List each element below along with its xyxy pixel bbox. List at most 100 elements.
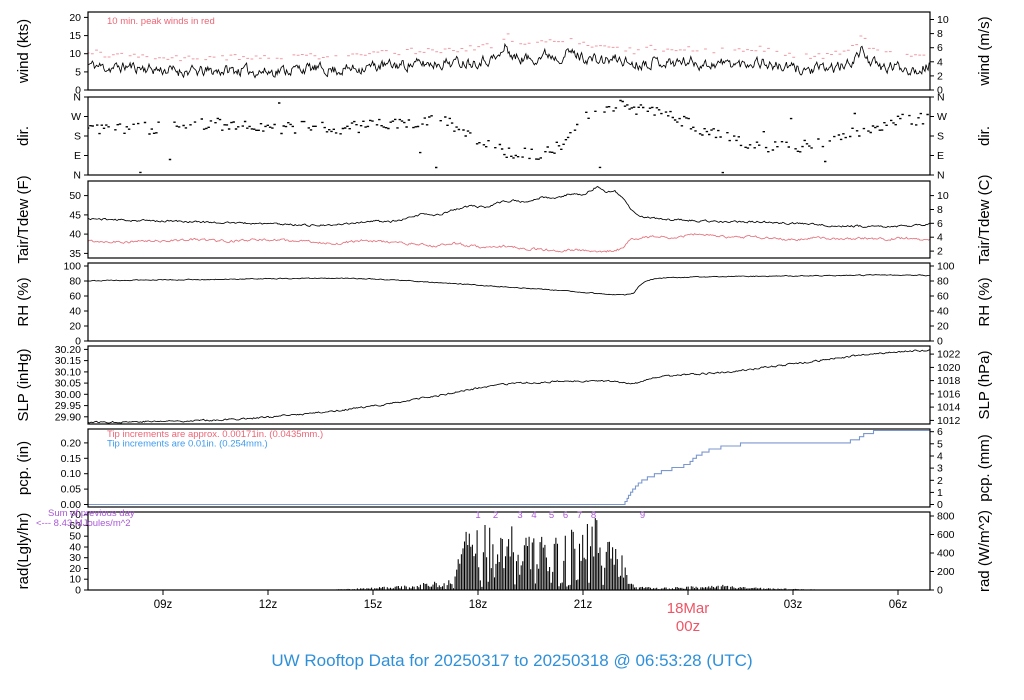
wind-right-tick-label: 6: [937, 42, 943, 54]
wind-left-tick-label: 0: [75, 85, 81, 97]
tair-right-tick-label: 6: [937, 218, 943, 230]
slp-left-axis-title: SLP (inHg): [15, 348, 32, 421]
x-axis-tick-label: 09z: [154, 599, 173, 611]
tip-number: 8: [591, 510, 596, 521]
wind-right-tick-label: 4: [937, 56, 943, 68]
x-axis-tick-label: 18z: [469, 599, 488, 611]
wind-left-tick-label: 5: [75, 66, 81, 78]
slp-right-tick-label: 1014: [937, 402, 961, 414]
rh-left-tick-label: 20: [69, 321, 81, 333]
series-rad: [330, 518, 833, 590]
series-dir_scatter: [88, 99, 929, 174]
tair-left-axis-title: Tair/Tdew (F): [15, 175, 32, 263]
rad-frame: [87, 511, 931, 591]
rh-series-layer: [88, 274, 930, 296]
slp-left-tick-label: 29.90: [55, 411, 81, 423]
tip-number: 6: [563, 510, 568, 521]
slp-left-tick-label: 30.00: [55, 389, 81, 401]
wind-right-tick-label: 8: [937, 28, 943, 40]
rh-left-tick-label: 60: [69, 291, 81, 303]
rad-series-layer: [330, 518, 833, 590]
rh-left-tick-label: 100: [63, 261, 81, 273]
slp-left-tick-label: 30.10: [55, 366, 81, 378]
tair-left-tick-label: 35: [69, 248, 81, 260]
tip-number: 3: [517, 510, 522, 521]
tair-left-tick-label: 50: [69, 190, 81, 202]
rh-left-axis-title: RH (%): [15, 277, 32, 326]
tair-right-tick-label: 4: [937, 232, 943, 244]
rad-right-tick-label: 0: [937, 585, 943, 597]
tip-number: 7: [577, 510, 582, 521]
rad-right-tick-label: 800: [937, 511, 955, 523]
rad-left-tick-label: 70: [69, 509, 81, 521]
tair-right-axis-title: Tair/Tdew (C): [976, 174, 993, 264]
rad-left-axis-title: rad(Lgly/hr): [15, 513, 32, 590]
slp-frame: [87, 345, 931, 425]
panel-tair: 35 40 45 50 2 4 6 8 10 Tair/Tdew (F) Tair/Tdew (C): [15, 174, 993, 264]
wind-left-axis-title: wind (kts): [15, 19, 32, 84]
rh-right-tick-label: 100: [937, 261, 955, 273]
rad-left-tick-label: 30: [69, 552, 81, 564]
rh-left-tick-label: 0: [75, 336, 81, 348]
series-tdew: [88, 233, 930, 253]
rh-frame: [87, 262, 931, 342]
slp-right-tick-label: 1012: [937, 415, 961, 427]
rad-right-tick-label: 600: [937, 529, 955, 541]
series-rh: [88, 274, 930, 296]
rh-left-tick-label: 80: [69, 276, 81, 288]
rad-right-tick-label: 200: [937, 566, 955, 578]
rad-left-tick-label: 50: [69, 531, 81, 543]
dir-left-tick-label: E: [74, 150, 81, 162]
dir-frame: [87, 96, 931, 176]
figure-title: UW Rooftop Data for 20250317 to 20250318…: [271, 651, 752, 670]
slp-left-tick-label: 30.15: [55, 355, 81, 367]
dir-right-tick-label: E: [937, 150, 944, 162]
tip-number: 9: [640, 510, 645, 521]
wind-left-tick-label: 15: [69, 30, 81, 42]
wind-left-tick-label: 20: [69, 12, 81, 24]
pcp-right-tick-label: 6: [937, 426, 943, 438]
pcp-annotation: Tip increments are 0.01in. (0.254mm.): [107, 439, 268, 450]
rad-left-tick-label: 20: [69, 563, 81, 575]
dir-left-axis-title: dir.: [15, 126, 32, 146]
pcp-left-tick-label: 0.10: [61, 468, 82, 480]
panel-slp: 29.9029.9530.0030.0530.1030.1530.2010121…: [15, 344, 993, 427]
tair-right-tick-label: 8: [937, 204, 943, 216]
pcp-right-tick-label: 5: [937, 438, 943, 450]
rad-left-tick-label: 40: [69, 542, 81, 554]
pcp-right-tick-label: 0: [937, 499, 943, 511]
rh-right-tick-label: 60: [937, 291, 949, 303]
rad-right-axis-title: rad (W/m^2): [976, 510, 993, 592]
tair-series-layer: [88, 185, 930, 253]
series-wind_peak: [88, 33, 926, 62]
tair-frame: [87, 180, 931, 259]
x-axis-tick-label: 03z: [784, 599, 803, 611]
slp-left-tick-label: 29.95: [55, 400, 81, 412]
rad-left-tick-label: 60: [69, 520, 81, 532]
dir-left-tick-label: N: [73, 92, 81, 104]
pcp-left-tick-label: 0.05: [61, 484, 82, 496]
wind-right-tick-label: 10: [937, 14, 949, 26]
slp-right-tick-label: 1018: [937, 375, 961, 387]
tip-number: 4: [531, 510, 536, 521]
rh-right-tick-label: 40: [937, 306, 949, 318]
series-pcp: [88, 429, 930, 506]
slp-left-tick-label: 30.05: [55, 378, 81, 390]
slp-right-tick-label: 1016: [937, 388, 961, 400]
rh-right-tick-label: 20: [937, 321, 949, 333]
dir-right-tick-label: W: [937, 111, 947, 123]
rad-annotation: <--- 8.43 MJoules/m^2: [36, 518, 130, 529]
rad-left-tick-label: 10: [69, 574, 81, 586]
pcp-left-tick-label: 0.00: [61, 499, 82, 511]
tip-number: 2: [493, 510, 498, 521]
slp-right-tick-label: 1020: [937, 362, 961, 374]
tair-right-tick-label: 2: [937, 246, 943, 258]
panel-rh: 0 20 40 60 80 100 0 20 40 60 80 100 RH (%) RH (%): [15, 261, 993, 348]
rad-annotation: Sum of previous day: [48, 508, 135, 519]
x-axis-tick-label: 06z: [889, 599, 908, 611]
